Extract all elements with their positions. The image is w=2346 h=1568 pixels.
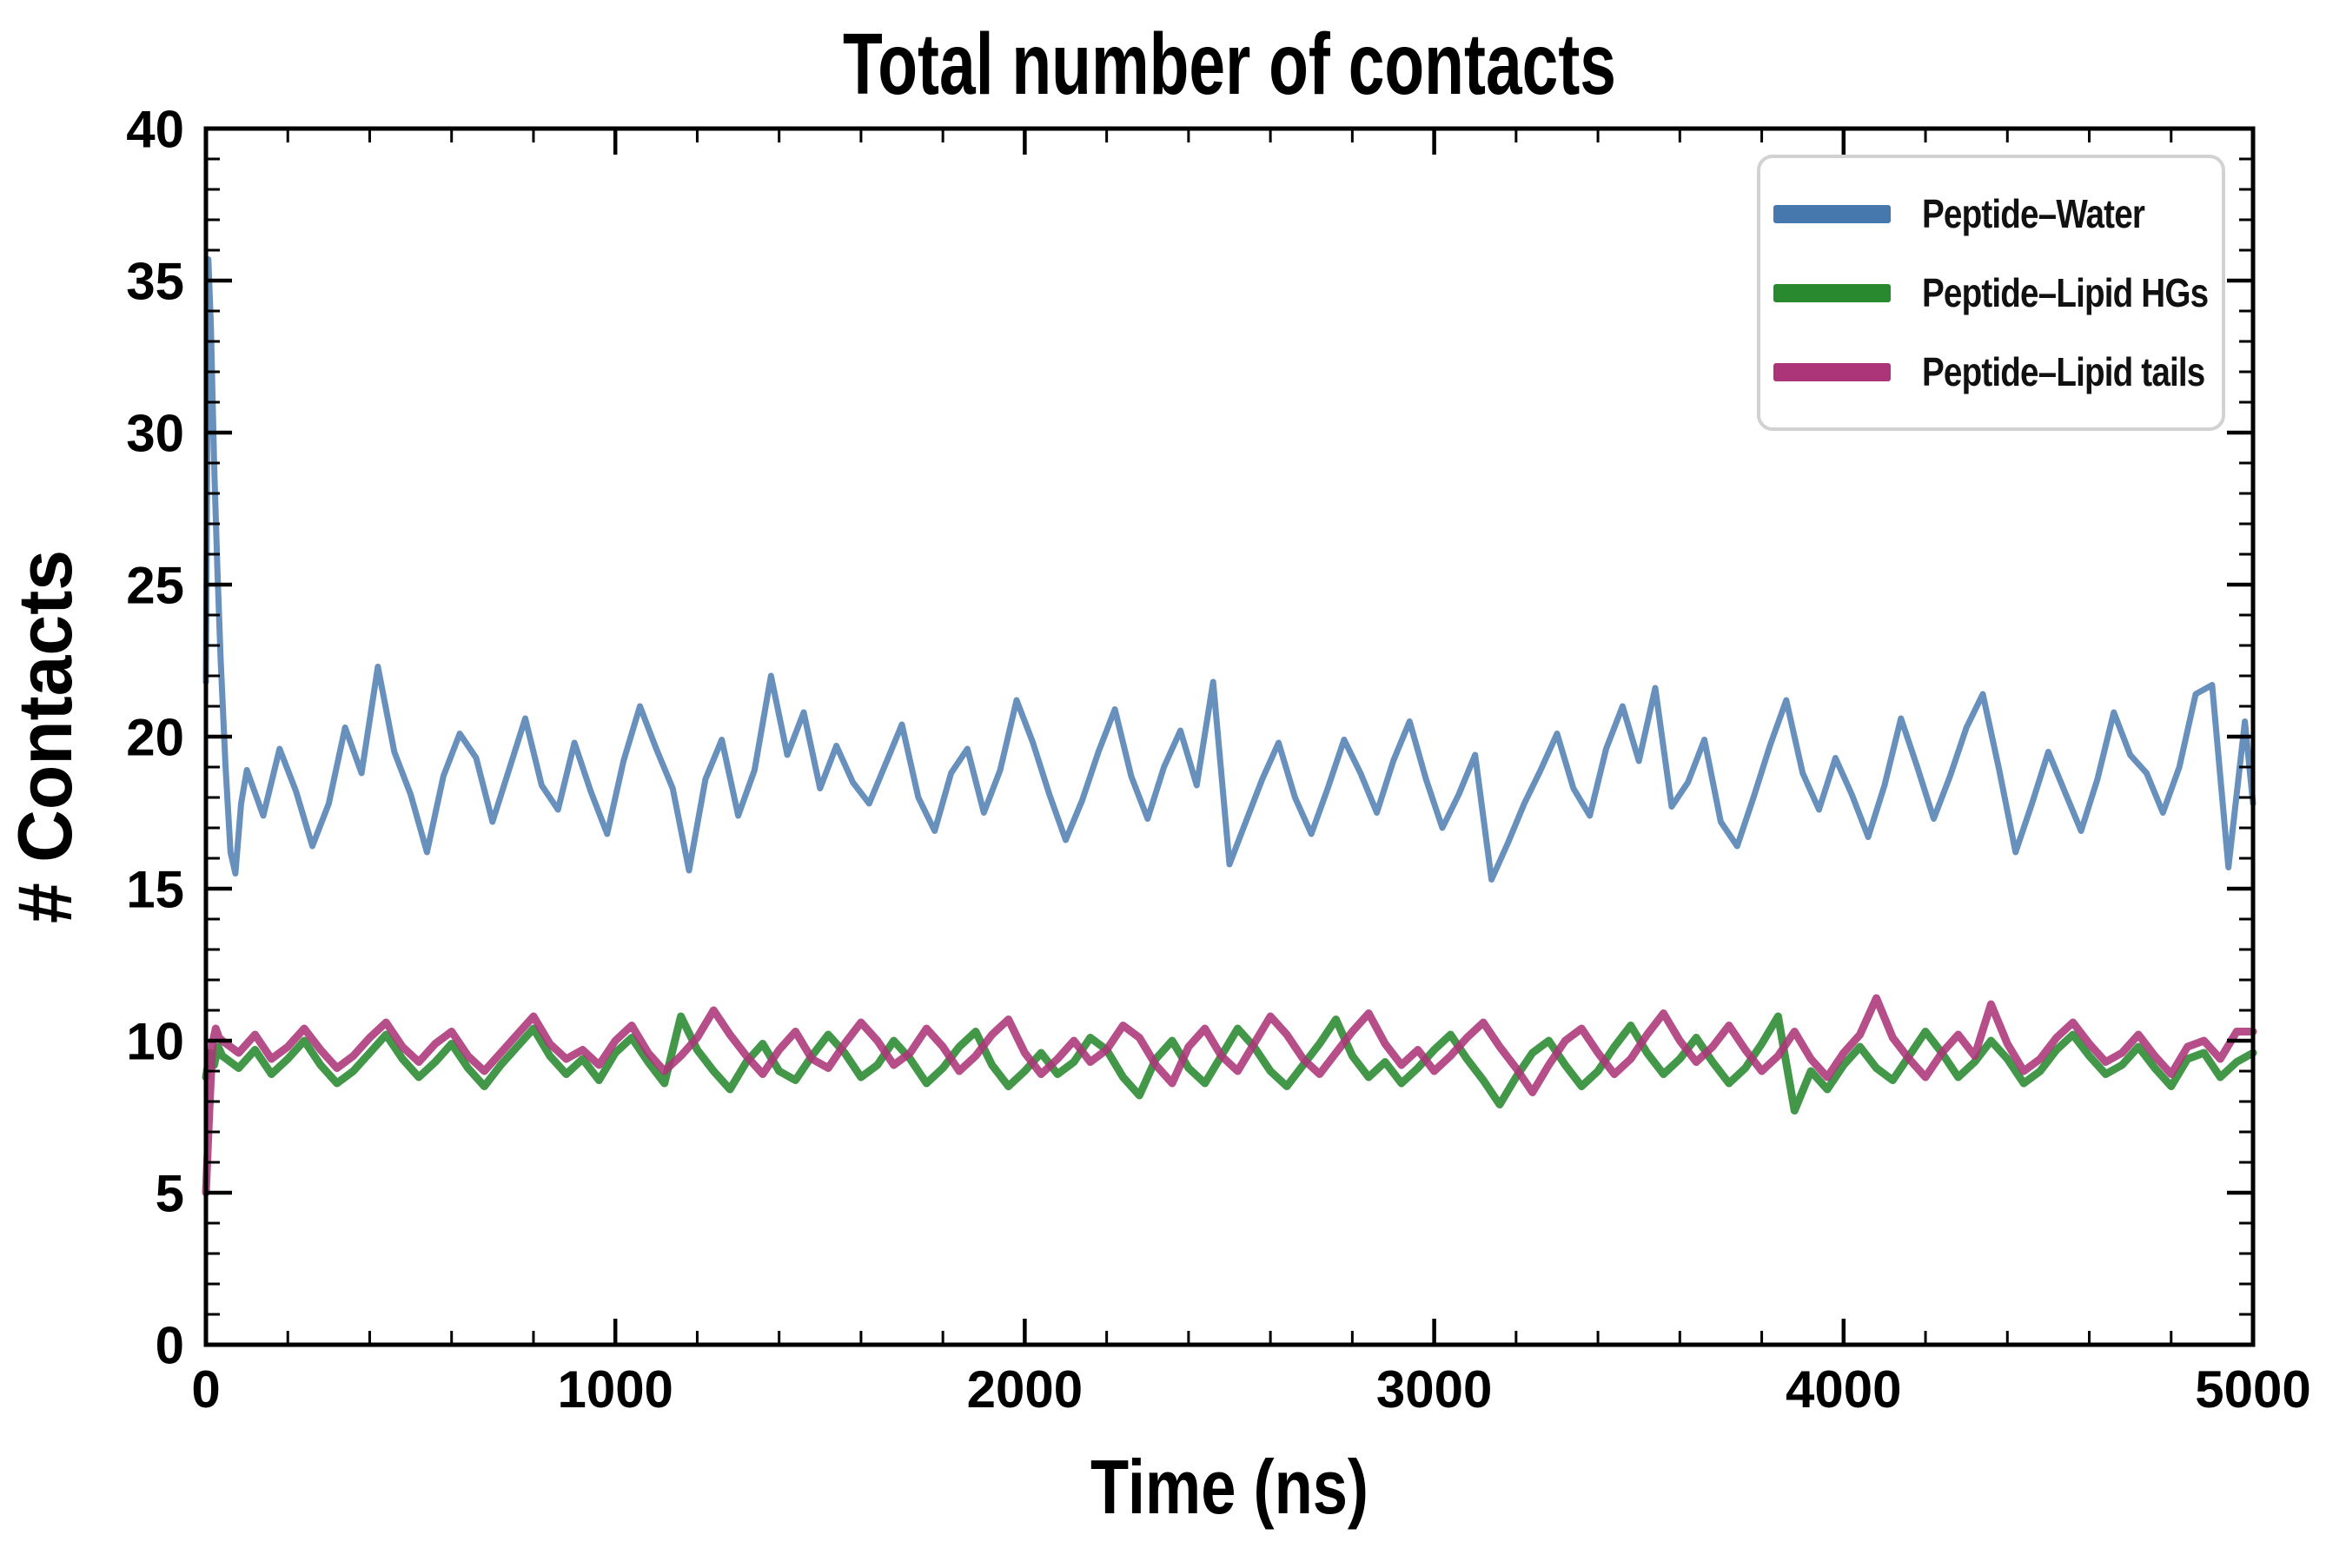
- legend-swatch-peptide-lipid-hgs: [1773, 283, 1891, 302]
- series-lines: [202, 256, 2257, 1197]
- x-tick-label: 4000: [1786, 1360, 1901, 1419]
- legend-label-peptide-lipid-tails: Peptide–Lipid tails: [1922, 349, 2205, 394]
- legend-swatch-peptide-lipid-tails: [1773, 362, 1891, 381]
- series-line-peptide-lipid-hgs: [202, 1012, 2257, 1115]
- x-tick-label: 5000: [2195, 1360, 2310, 1419]
- y-tick-label: 15: [126, 861, 184, 919]
- chart-title: Total number of contacts: [843, 16, 1616, 113]
- y-tick-label: 5: [156, 1165, 184, 1223]
- series-line-peptide-water: [202, 256, 2257, 883]
- legend-label-peptide-lipid-hgs: Peptide–Lipid HGs: [1922, 270, 2209, 315]
- y-tick-label: 35: [126, 253, 184, 311]
- y-tick-label: 20: [126, 709, 184, 767]
- axis-tick-labels: 0 1000 2000 3000 4000 5000 0 5 10 15 20 25 30 35 40: [126, 101, 2310, 1419]
- y-tick-label: 25: [126, 557, 184, 615]
- y-tick-label: 0: [156, 1317, 184, 1375]
- y-axis-label: # Contacts: [2, 550, 88, 923]
- x-tick-label: 0: [191, 1360, 220, 1419]
- legend-item-peptide-water: Peptide–Water: [1773, 190, 2222, 237]
- x-tick-label: 1000: [557, 1360, 673, 1419]
- y-tick-label: 10: [126, 1013, 184, 1071]
- x-tick-label: 2000: [967, 1360, 1083, 1419]
- x-axis-label: Time (ns): [1090, 1444, 1368, 1530]
- series-line-peptide-lipid-tails: [202, 994, 2257, 1197]
- y-tick-label: 30: [126, 405, 184, 463]
- legend-item-peptide-lipid-tails: Peptide–Lipid tails: [1773, 348, 2222, 395]
- y-tick-label: 40: [126, 101, 184, 159]
- legend-swatch-peptide-water: [1773, 204, 1891, 223]
- x-tick-label: 3000: [1376, 1360, 1492, 1419]
- legend-label-peptide-water: Peptide–Water: [1922, 191, 2145, 236]
- axis-ticks: [203, 126, 2256, 1347]
- legend-item-peptide-lipid-hgs: Peptide–Lipid HGs: [1773, 269, 2222, 316]
- legend: Peptide–Water Peptide–Lipid HGs Peptide–…: [1757, 155, 2225, 431]
